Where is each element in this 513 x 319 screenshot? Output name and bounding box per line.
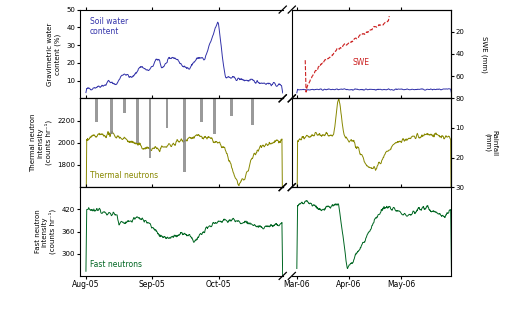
Bar (123, 98, 126, 113)
Text: Soil water
content: Soil water content (90, 17, 128, 36)
Y-axis label: Rainfall
(mm): Rainfall (mm) (484, 130, 498, 156)
Y-axis label: Gravimetric water
content (%): Gravimetric water content (%) (47, 22, 61, 85)
Bar (136, 98, 139, 143)
Text: Fast neutrons: Fast neutrons (90, 260, 142, 269)
Y-axis label: SWE (mm): SWE (mm) (481, 35, 488, 72)
Bar (149, 98, 151, 158)
Bar (200, 98, 203, 122)
Bar (166, 98, 168, 128)
Text: SWE: SWE (352, 58, 369, 67)
Bar (110, 98, 113, 134)
Bar (183, 98, 186, 172)
Bar (95, 98, 98, 122)
Y-axis label: Fast neutron
intensity
(counts hr⁻¹): Fast neutron intensity (counts hr⁻¹) (34, 209, 56, 254)
Bar (251, 98, 254, 125)
Y-axis label: Thermal neutron
intensity
(counts hr⁻¹): Thermal neutron intensity (counts hr⁻¹) (30, 114, 52, 172)
Text: Thermal neutrons: Thermal neutrons (90, 171, 158, 180)
Bar (230, 98, 233, 116)
Bar (213, 98, 215, 134)
